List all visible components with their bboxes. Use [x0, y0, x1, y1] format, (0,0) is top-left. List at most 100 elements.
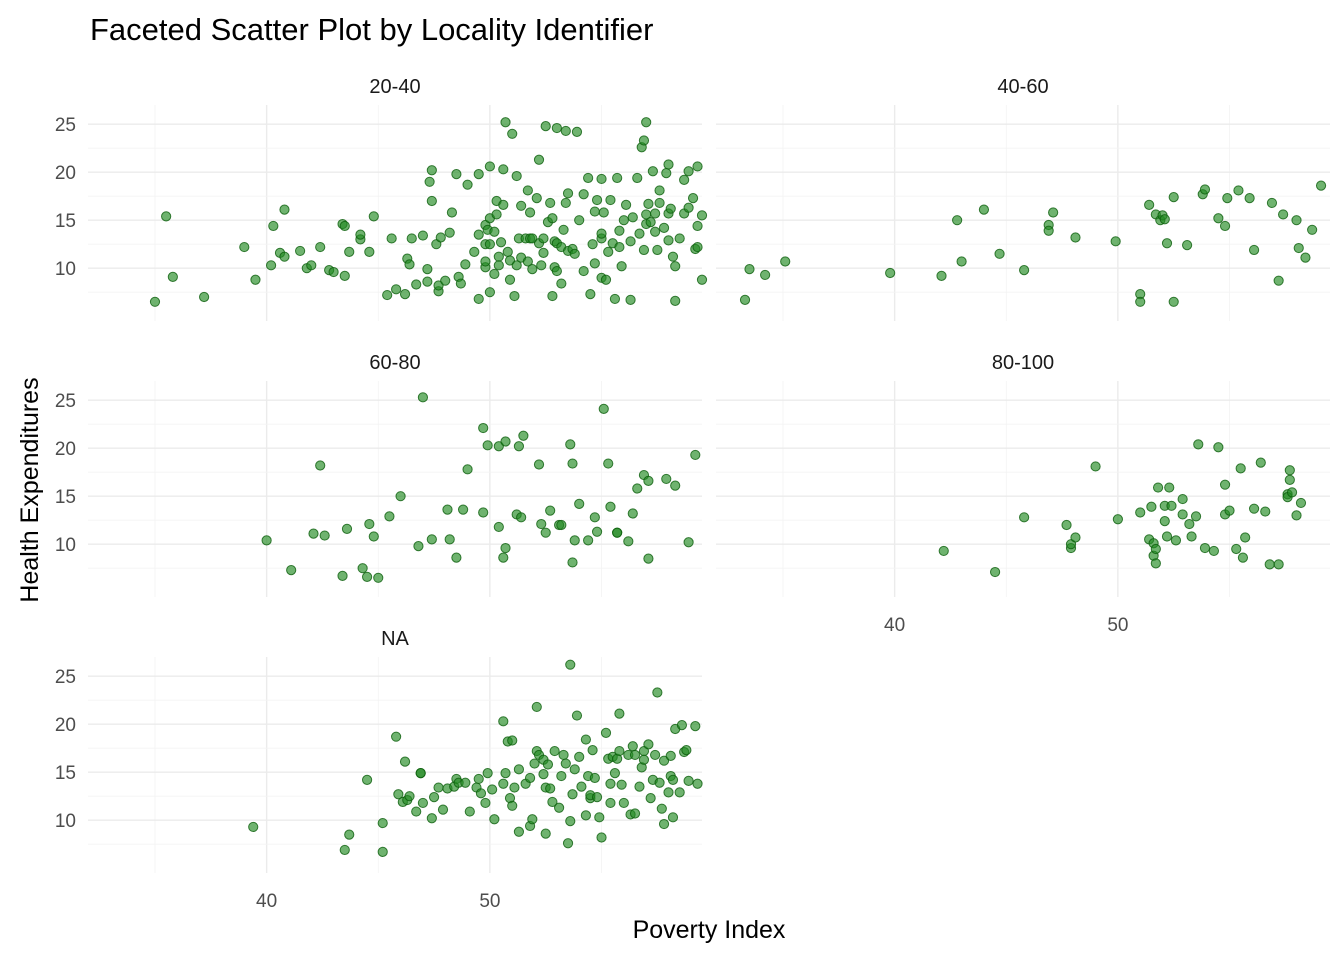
data-point: [286, 565, 297, 576]
data-point: [522, 256, 533, 267]
data-point: [605, 194, 616, 206]
data-point: [489, 268, 500, 280]
data-point: [491, 209, 502, 220]
data-point: [502, 246, 513, 257]
data-point: [692, 220, 703, 232]
chart-title: Faceted Scatter Plot by Locality Identif…: [90, 12, 653, 47]
data-point: [265, 260, 277, 271]
data-point: [556, 278, 567, 289]
data-point: [495, 237, 507, 248]
data-point: [344, 829, 355, 840]
data-point: [484, 287, 495, 298]
data-point: [591, 526, 603, 537]
data-point: [498, 164, 509, 175]
data-point: [339, 844, 350, 856]
data-point: [386, 233, 397, 244]
data-point: [319, 530, 330, 541]
data-point: [1222, 193, 1233, 204]
data-point: [391, 731, 402, 742]
y-tick-label: 20: [55, 439, 76, 460]
data-point: [1090, 461, 1101, 472]
y-tick-label: 25: [55, 667, 76, 688]
data-point: [404, 259, 415, 270]
data-point: [1150, 543, 1161, 555]
data-point: [518, 430, 529, 441]
data-point: [1170, 535, 1182, 546]
data-point: [1231, 543, 1242, 555]
data-point: [341, 523, 353, 534]
data-point: [417, 230, 429, 241]
data-point: [692, 241, 703, 253]
data-point: [1159, 214, 1170, 225]
data-point: [444, 534, 455, 545]
data-point: [676, 720, 688, 731]
data-point: [643, 475, 654, 486]
data-point: [562, 838, 574, 849]
data-point: [1184, 518, 1195, 530]
data-point: [377, 817, 388, 829]
data-point: [591, 194, 603, 206]
data-point: [549, 745, 560, 757]
data-point: [1244, 193, 1255, 204]
y-tick-label: 10: [55, 259, 76, 280]
data-point: [426, 165, 437, 176]
y-tick-label: 15: [55, 211, 76, 232]
data-point: [661, 473, 672, 485]
data-point: [650, 226, 661, 237]
data-point: [558, 224, 569, 235]
data-point: [261, 535, 272, 546]
data-point: [627, 741, 638, 752]
data-point: [1273, 275, 1284, 286]
data-point: [591, 792, 603, 803]
data-point: [149, 296, 161, 307]
data-point: [364, 518, 375, 530]
data-point: [1186, 531, 1197, 542]
data-point: [1144, 199, 1155, 210]
data-point: [687, 193, 699, 204]
data-point: [1070, 232, 1081, 243]
y-tick-label: 15: [55, 487, 76, 508]
data-point: [683, 202, 694, 213]
data-point: [478, 507, 489, 518]
data-point: [1061, 519, 1072, 531]
data-point: [556, 519, 567, 531]
data-point: [493, 260, 504, 271]
data-point: [457, 504, 469, 515]
data-point: [634, 781, 645, 792]
data-point: [433, 782, 444, 793]
data-point: [1112, 514, 1123, 525]
facet-panel-60-80: 60-80 10 15 20 25: [55, 352, 702, 597]
data-point: [667, 774, 679, 785]
data-point: [509, 782, 520, 793]
data-point: [540, 527, 551, 538]
data-point: [522, 185, 533, 196]
data-point: [426, 813, 437, 824]
data-point: [507, 800, 518, 811]
facet-panels: 20-40 10 15 20 25 40-60 60-80 10 15 20 25 80-100 40 5…: [55, 76, 1330, 912]
data-point: [585, 289, 596, 300]
data-point: [500, 542, 511, 554]
y-tick-label: 20: [55, 715, 76, 736]
data-point: [440, 275, 451, 286]
data-point: [560, 758, 571, 769]
data-point: [1208, 545, 1219, 557]
data-point: [315, 241, 326, 253]
data-point: [547, 796, 558, 808]
data-point: [625, 294, 636, 305]
data-point: [571, 126, 583, 137]
data-point: [536, 518, 547, 530]
data-point: [583, 172, 594, 184]
data-point: [780, 256, 791, 267]
facet-panel-20-40: 20-40 10 15 20 25: [55, 76, 708, 321]
data-point: [645, 217, 656, 228]
data-point: [1278, 209, 1289, 220]
data-point: [545, 197, 556, 209]
x-axis-title: Poverty Index: [633, 916, 786, 944]
y-axis-title: Health Expenditures: [16, 377, 44, 602]
data-point: [641, 117, 652, 128]
data-point: [560, 197, 571, 209]
data-point: [1233, 185, 1244, 196]
data-point: [596, 173, 607, 185]
data-point: [460, 777, 471, 788]
